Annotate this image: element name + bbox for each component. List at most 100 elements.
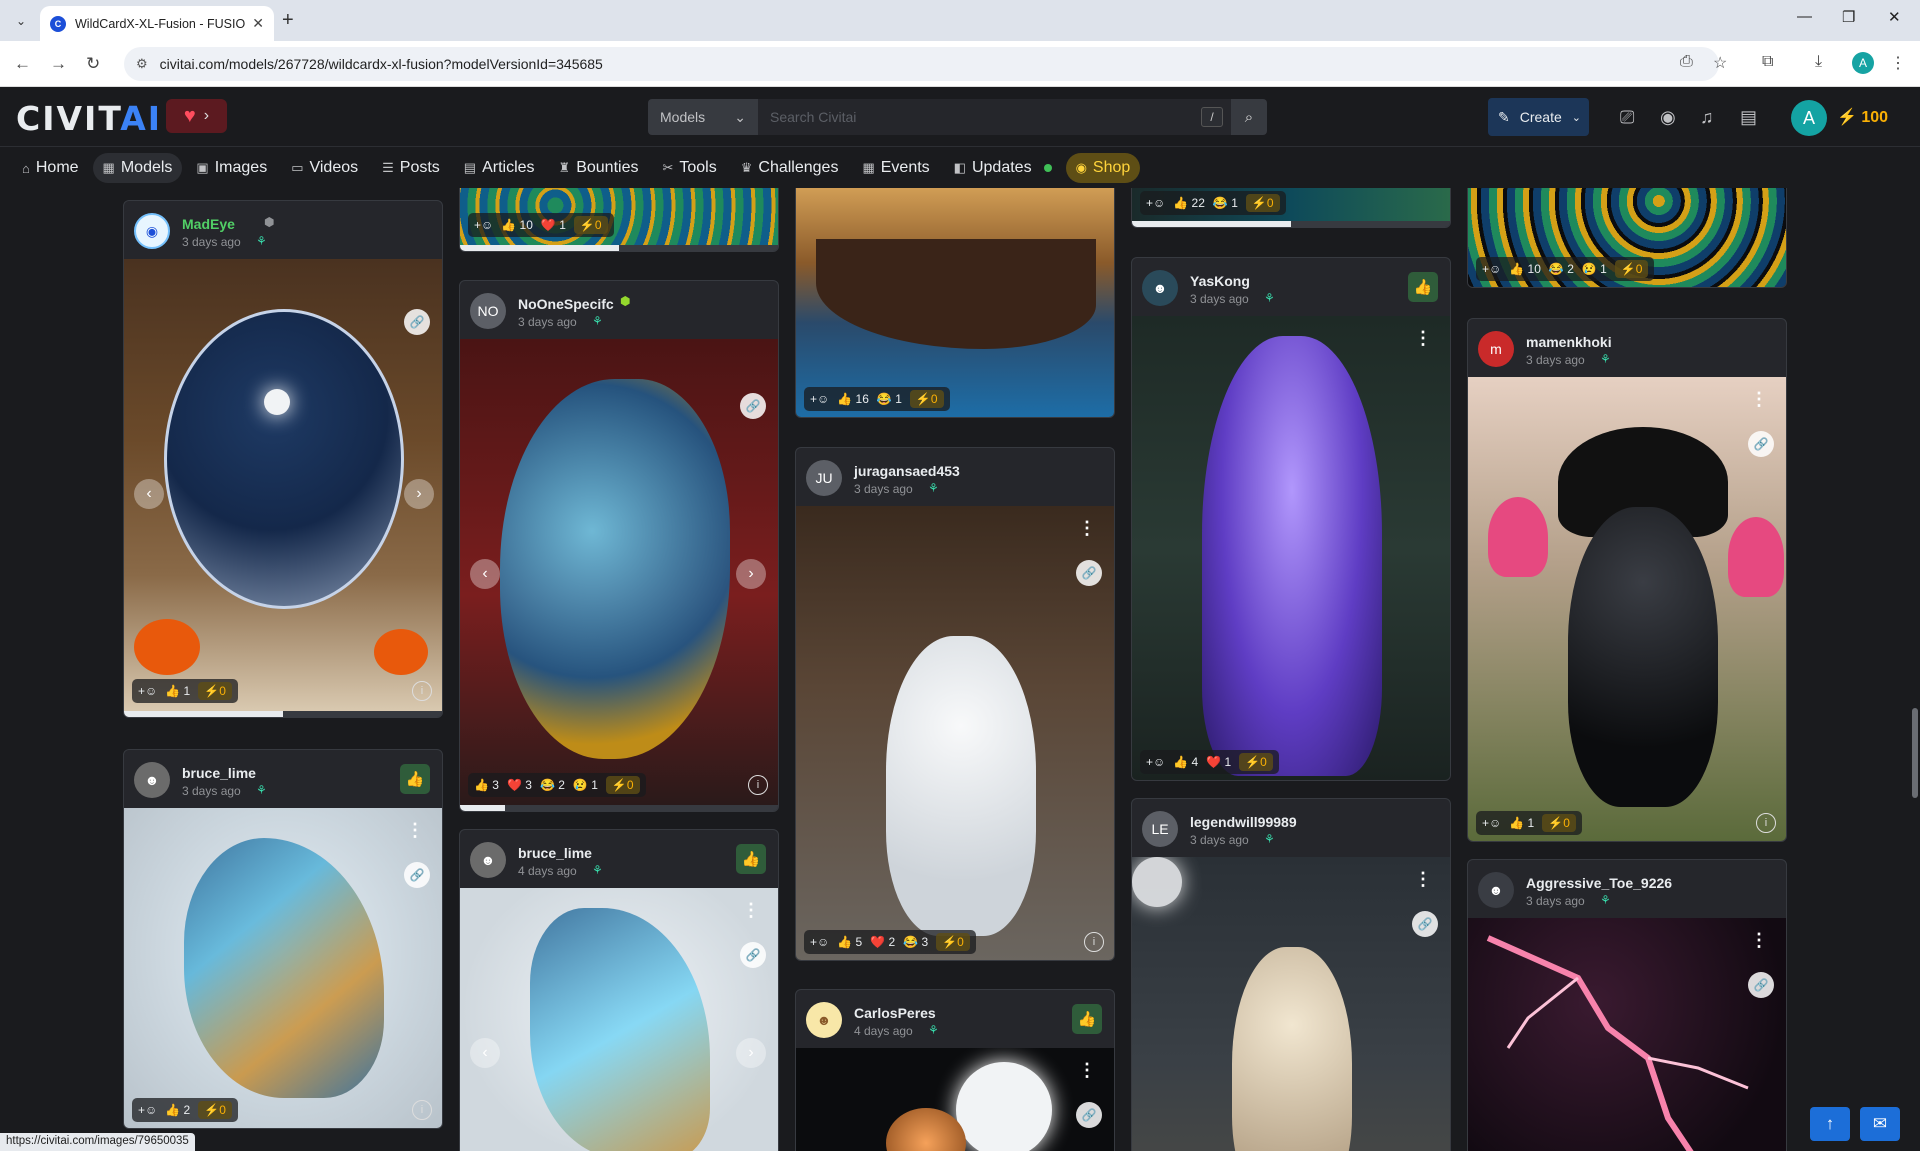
image-card-carlosperes[interactable]: ☻ CarlosPeres 4 days ago ⚘ 👍 ⋮ 🔗	[795, 989, 1115, 1151]
site-info-icon[interactable]: ⚙	[136, 56, 148, 71]
laugh-reaction[interactable]: 😂 3	[903, 935, 929, 949]
search-type-select[interactable]: Models ⌄	[648, 99, 758, 135]
more-options-icon[interactable]: ⋮	[406, 820, 424, 840]
like-button[interactable]: 👍	[400, 764, 430, 794]
info-icon[interactable]: i	[1756, 813, 1776, 833]
add-reaction-icon[interactable]: +☺	[1482, 816, 1502, 830]
card-image[interactable]: 🔗 ‹ › 👍 3 ❤️ 3 😂 2 😢 1 ⚡0 i	[460, 339, 778, 805]
like-reaction[interactable]: 👍 10	[1509, 262, 1541, 276]
chevron-left-icon[interactable]: ‹	[134, 479, 164, 509]
card-image[interactable]: +☺ 👍 10 😂 2 😢 1 ⚡0	[1468, 188, 1786, 287]
more-options-icon[interactable]: ⋮	[1078, 1060, 1096, 1080]
bookmark-star-icon[interactable]: ☆	[1713, 55, 1728, 72]
card-image[interactable]: ⋮ 🔗	[1468, 918, 1786, 1151]
chevron-left-icon[interactable]: ‹	[470, 559, 500, 589]
username[interactable]: mamenkhoki	[1526, 334, 1612, 350]
info-icon[interactable]: i	[748, 775, 768, 795]
username[interactable]: YasKong	[1190, 273, 1250, 289]
nav-videos[interactable]: ▭ Videos	[281, 153, 368, 183]
image-card-bruce-lime-2[interactable]: ☻ bruce_lime 4 days ago ⚘ 👍 ⋮ 🔗 ‹ ›	[459, 829, 779, 1151]
username[interactable]: MadEye	[182, 216, 235, 232]
avatar[interactable]: JU	[806, 460, 842, 496]
username[interactable]: juragansaed453	[854, 463, 960, 479]
info-icon[interactable]: i	[412, 681, 432, 701]
cry-reaction[interactable]: 😢 1	[1581, 262, 1607, 276]
buzz-reaction[interactable]: ⚡0	[1614, 260, 1649, 278]
like-reaction[interactable]: 👍 1	[165, 684, 191, 698]
image-card-col2-top[interactable]: +☺ 👍 10 ❤️ 1 ⚡0	[459, 188, 779, 252]
chat-feedback-icon[interactable]: ✉	[1860, 1107, 1900, 1141]
new-tab-icon[interactable]: +	[282, 9, 294, 31]
restore-icon[interactable]: ❐	[1842, 9, 1856, 26]
buzz-reaction[interactable]: ⚡0	[936, 933, 970, 951]
user-avatar[interactable]: A	[1791, 100, 1827, 136]
avatar[interactable]: ☻	[806, 1002, 842, 1038]
link-icon[interactable]: 🔗	[404, 309, 430, 335]
scroll-to-top-icon[interactable]: ↑	[1810, 1107, 1850, 1141]
laugh-reaction[interactable]: 😂 1	[1212, 196, 1238, 210]
browser-tab[interactable]: C WildCardX-XL-Fusion - FUSION ✕	[40, 6, 274, 41]
like-button[interactable]: 👍	[1408, 272, 1438, 302]
add-reaction-icon[interactable]: +☺	[138, 1103, 158, 1117]
nav-posts[interactable]: ☰ Posts	[372, 153, 450, 183]
support-button[interactable]: ♥ ›	[166, 99, 227, 133]
image-card-bruce-lime[interactable]: ☻ bruce_lime 3 days ago ⚘ 👍 ⋮ 🔗 +☺ 👍 2 ⚡…	[123, 749, 443, 1129]
username[interactable]: NoOneSpecifc	[518, 296, 614, 312]
like-reaction[interactable]: 👍 22	[1173, 196, 1205, 210]
like-button[interactable]: 👍	[736, 844, 766, 874]
minimize-icon[interactable]: —	[1797, 8, 1812, 25]
add-reaction-icon[interactable]: +☺	[810, 392, 830, 406]
search-input[interactable]	[758, 99, 1231, 135]
username[interactable]: CarlosPeres	[854, 1005, 936, 1021]
image-card-col4-top[interactable]: +☺ 👍 22 😂 1 ⚡0	[1131, 188, 1451, 228]
card-image[interactable]: ⋮ 🔗	[1132, 857, 1450, 1151]
heart-reaction[interactable]: ❤️ 3	[506, 778, 532, 792]
link-icon[interactable]: 🔗	[740, 393, 766, 419]
upload-screen-icon[interactable]: ⎚	[1620, 107, 1635, 127]
image-card-col3-top[interactable]: +☺ 👍 16 😂 1 ⚡0	[795, 188, 1115, 418]
avatar[interactable]: m	[1478, 331, 1514, 367]
image-card-juragansaed453[interactable]: JU juragansaed453 3 days ago ⚘ ⋮ 🔗 +☺ 👍 …	[795, 447, 1115, 961]
card-image[interactable]: 🔗 ‹ › +☺ 👍 1 ⚡0 i	[124, 259, 442, 711]
bell-icon[interactable]: ♫	[1700, 107, 1714, 127]
reload-icon[interactable]: ↻	[86, 54, 101, 73]
buzz-reaction[interactable]: ⚡0	[573, 216, 608, 234]
avatar[interactable]: ☻	[1478, 872, 1514, 908]
image-card-noonespecifc[interactable]: NO NoOneSpecifc 3 days ago ⬢ ⚘ 🔗 ‹ › 👍 3…	[459, 280, 779, 812]
add-reaction-icon[interactable]: +☺	[138, 684, 158, 698]
avatar[interactable]: NO	[470, 293, 506, 329]
buzz-reaction[interactable]: ⚡0	[605, 776, 640, 794]
laugh-reaction[interactable]: 😂 2	[539, 778, 565, 792]
link-icon[interactable]: 🔗	[404, 862, 430, 888]
add-reaction-icon[interactable]: +☺	[1482, 262, 1502, 276]
username[interactable]: legendwill99989	[1190, 814, 1297, 830]
avatar[interactable]: ☻	[470, 842, 506, 878]
avatar[interactable]: LE	[1142, 811, 1178, 847]
link-icon[interactable]: 🔗	[1748, 431, 1774, 457]
buzz-balance[interactable]: ⚡ 100	[1837, 107, 1888, 127]
cry-reaction[interactable]: 😢 1	[572, 778, 598, 792]
heart-reaction[interactable]: ❤️ 1	[1206, 755, 1232, 769]
chevron-right-icon[interactable]: ›	[736, 1038, 766, 1068]
more-options-icon[interactable]: ⋮	[1078, 518, 1096, 538]
heart-reaction[interactable]: ❤️ 1	[540, 218, 566, 232]
card-image[interactable]: ⋮ 🔗	[796, 1048, 1114, 1151]
buzz-reaction[interactable]: ⚡0	[198, 682, 232, 700]
like-reaction[interactable]: 👍 10	[501, 218, 533, 232]
heart-reaction[interactable]: ❤️ 2	[870, 935, 896, 949]
nav-challenges[interactable]: ♛ Challenges	[731, 153, 849, 183]
add-reaction-icon[interactable]: +☺	[1146, 755, 1166, 769]
link-icon[interactable]: 🔗	[1412, 911, 1438, 937]
chevron-left-icon[interactable]: ‹	[470, 1038, 500, 1068]
tab-close-icon[interactable]: ✕	[252, 15, 264, 31]
link-icon[interactable]: 🔗	[1076, 560, 1102, 586]
like-reaction[interactable]: 👍 1	[1509, 816, 1535, 830]
nav-updates[interactable]: ◧ Updates	[944, 153, 1062, 183]
buzz-reaction[interactable]: ⚡0	[1239, 753, 1273, 771]
image-card-legendwill99989[interactable]: LE legendwill99989 3 days ago ⚘ ⋮ 🔗	[1131, 798, 1451, 1151]
link-icon[interactable]: 🔗	[740, 942, 766, 968]
image-card-col5-top[interactable]: +☺ 👍 10 😂 2 😢 1 ⚡0	[1467, 188, 1787, 288]
like-reaction[interactable]: 👍 5	[837, 935, 863, 949]
info-icon[interactable]: i	[412, 1100, 432, 1120]
username[interactable]: bruce_lime	[518, 845, 592, 861]
